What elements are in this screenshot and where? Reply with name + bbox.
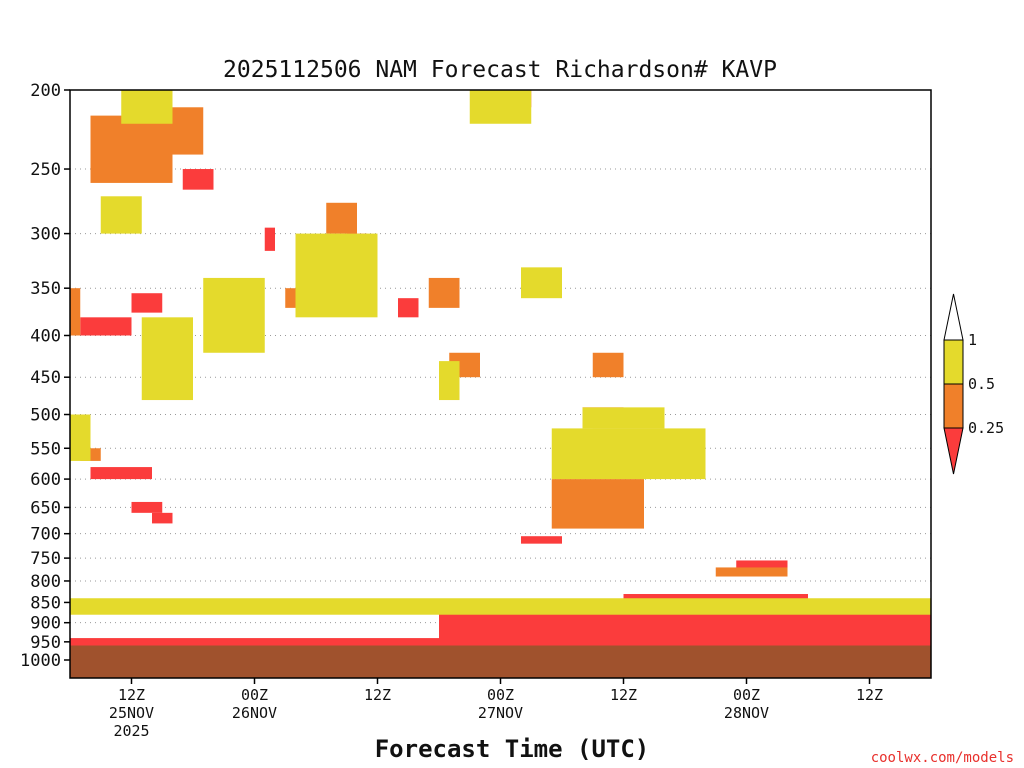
heatmap-region bbox=[521, 536, 562, 544]
y-tick-label: 850 bbox=[30, 593, 61, 613]
colorbar-legend: 1 0.5 0.25 bbox=[943, 293, 1004, 475]
y-axis: 200 250 300 350 400 450 500 550 600 650 700 750 8008… bbox=[20, 81, 70, 671]
x-tick-label: 00Z bbox=[733, 686, 760, 704]
x-tick-label: 12Z bbox=[364, 686, 391, 704]
x-axis-label: Forecast Time (UTC) bbox=[375, 735, 650, 763]
heatmap-cells bbox=[70, 90, 931, 678]
colorbar-level-label: 0.25 bbox=[968, 419, 1004, 437]
x-tick-label: 12Z bbox=[610, 686, 637, 704]
y-tick-label: 900 bbox=[30, 614, 61, 634]
x-tick-label: 27NOV bbox=[478, 704, 523, 722]
ground-fill bbox=[70, 645, 931, 678]
colorbar-band bbox=[943, 383, 964, 429]
heatmap-region bbox=[264, 227, 275, 251]
y-tick-label: 750 bbox=[30, 549, 61, 569]
grid-lines bbox=[70, 168, 931, 661]
heatmap-region bbox=[90, 115, 173, 183]
x-tick-label: 25NOV bbox=[109, 704, 154, 722]
heatmap-region bbox=[172, 107, 204, 155]
y-tick-label: 600 bbox=[30, 470, 61, 490]
x-tick-label: 2025 bbox=[113, 722, 149, 740]
colorbar-level-label: 0.5 bbox=[968, 375, 995, 393]
heatmap-region bbox=[131, 501, 163, 513]
heatmap-region bbox=[141, 317, 193, 401]
y-tick-label: 250 bbox=[30, 160, 61, 180]
y-tick-label: 800 bbox=[30, 572, 61, 592]
y-tick-label: 300 bbox=[30, 225, 61, 245]
heatmap-region bbox=[203, 277, 265, 353]
heatmap-region bbox=[70, 288, 81, 336]
heatmap-region bbox=[182, 169, 214, 190]
heatmap-region bbox=[551, 479, 644, 529]
y-tick-label: 450 bbox=[30, 368, 61, 388]
colorbar-band bbox=[943, 339, 964, 385]
heatmap-region bbox=[398, 298, 419, 318]
heatmap-region bbox=[70, 598, 931, 615]
heatmap-region bbox=[715, 567, 788, 577]
heatmap-region bbox=[736, 560, 788, 573]
heatmap-region bbox=[326, 202, 357, 234]
y-tick-label: 700 bbox=[30, 525, 61, 545]
y-tick-label: 400 bbox=[30, 326, 61, 346]
x-tick-label: 00Z bbox=[241, 686, 268, 704]
heatmap-region bbox=[152, 512, 173, 524]
colorbar-level-label: 1 bbox=[968, 331, 977, 349]
heatmap-region bbox=[582, 407, 665, 429]
x-tick-label: 00Z bbox=[487, 686, 514, 704]
x-tick-label: 12Z bbox=[856, 686, 883, 704]
heatmap-region bbox=[295, 233, 378, 318]
heatmap-region bbox=[439, 361, 460, 401]
x-tick-label: 28NOV bbox=[724, 704, 769, 722]
heatmap-region bbox=[80, 317, 132, 336]
heatmap-region bbox=[70, 414, 91, 461]
y-tick-label: 650 bbox=[30, 498, 61, 518]
heatmap-region bbox=[90, 467, 152, 480]
y-tick-label: 500 bbox=[30, 406, 61, 426]
heatmap-region bbox=[592, 352, 624, 378]
y-tick-label: 200 bbox=[30, 81, 61, 101]
y-tick-label: 950 bbox=[30, 633, 61, 653]
chart-title: 2025112506 NAM Forecast Richardson# KAVP bbox=[223, 57, 777, 83]
credit-text[interactable]: coolwx.com/models bbox=[871, 750, 1014, 766]
heatmap-region bbox=[428, 277, 460, 308]
heatmap-region bbox=[469, 90, 532, 124]
heatmap-region bbox=[100, 196, 142, 234]
heatmap-region bbox=[551, 428, 706, 480]
x-tick-label: 26NOV bbox=[232, 704, 277, 722]
y-tick-label: 550 bbox=[30, 439, 61, 459]
y-tick-label: 1000 bbox=[20, 651, 61, 671]
heatmap-region bbox=[131, 293, 163, 313]
heatmap-region bbox=[121, 90, 173, 124]
colorbar-arrow-bottom bbox=[943, 427, 964, 475]
colorbar-arrow-top bbox=[943, 293, 964, 341]
y-tick-label: 350 bbox=[30, 279, 61, 299]
heatmap-region bbox=[521, 267, 562, 299]
x-tick-label: 12Z bbox=[118, 686, 145, 704]
